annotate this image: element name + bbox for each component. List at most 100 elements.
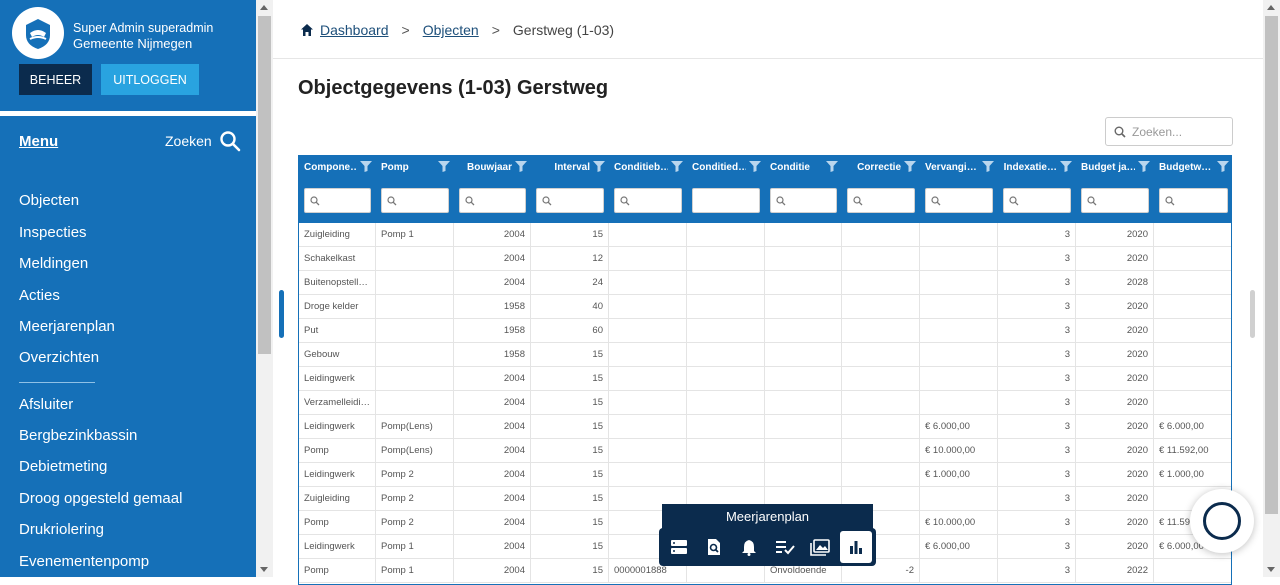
filter-icon[interactable] xyxy=(1060,160,1072,172)
column-filter-input[interactable] xyxy=(692,188,760,213)
chat-widget-button[interactable] xyxy=(1190,489,1254,553)
column-title[interactable]: Vervangi… xyxy=(925,162,977,173)
column-header[interactable]: Indexatie… xyxy=(998,156,1076,223)
column-filter-input[interactable] xyxy=(381,188,449,213)
column-header[interactable]: Budget ja… xyxy=(1076,156,1154,223)
table-row[interactable]: Zuigleiding Pomp 1 2004 15 3 2020 xyxy=(299,223,1231,247)
filter-icon[interactable] xyxy=(1217,160,1229,172)
server-icon[interactable] xyxy=(663,531,695,563)
column-header[interactable]: Conditie xyxy=(765,156,842,223)
beheer-button[interactable]: BEHEER xyxy=(19,64,92,95)
column-filter-input[interactable] xyxy=(536,188,604,213)
scroll-up-arrow-icon[interactable] xyxy=(260,5,268,10)
column-title[interactable]: Indexatie… xyxy=(1003,162,1057,173)
breadcrumb-dashboard[interactable]: Dashboard xyxy=(320,22,389,38)
table-cell: € 10.000,00 xyxy=(920,511,998,535)
sidebar-item-evenementenpomp[interactable]: Evenementenpomp xyxy=(19,553,150,570)
column-header[interactable]: Pomp xyxy=(376,156,454,223)
column-title[interactable]: Correctie xyxy=(857,162,901,173)
sidebar-item-objecten[interactable]: Objecten xyxy=(19,192,80,209)
column-filter-input[interactable] xyxy=(1003,188,1071,213)
panel-drag-handle[interactable] xyxy=(1250,290,1255,338)
filter-icon[interactable] xyxy=(904,160,916,172)
column-filter-input[interactable] xyxy=(847,188,915,213)
column-filter-input[interactable] xyxy=(459,188,526,213)
grid-search-input[interactable]: Zoeken... xyxy=(1105,117,1233,146)
zoeken-label[interactable]: Zoeken xyxy=(165,133,212,149)
table-row[interactable]: Gebouw 1958 15 3 2020 xyxy=(299,343,1231,367)
column-header[interactable]: Budgetw… xyxy=(1154,156,1231,223)
column-title[interactable]: Bouwjaar xyxy=(466,162,512,173)
scrollbar-thumb[interactable] xyxy=(258,16,271,354)
sidebar-item-acties[interactable]: Acties xyxy=(19,287,60,304)
scroll-down-arrow-icon[interactable] xyxy=(1267,567,1275,572)
column-header[interactable]: Conditied… xyxy=(687,156,765,223)
scroll-down-arrow-icon[interactable] xyxy=(260,567,268,572)
column-filter-input[interactable] xyxy=(1081,188,1149,213)
table-row[interactable]: Verzamelleidi… 2004 15 3 2020 xyxy=(299,391,1231,415)
column-header[interactable]: Vervangi… xyxy=(920,156,998,223)
table-cell: Pomp xyxy=(299,511,376,535)
images-icon[interactable] xyxy=(804,531,836,563)
filter-icon[interactable] xyxy=(749,160,761,172)
column-title[interactable]: Budgetw… xyxy=(1159,162,1212,173)
filter-icon[interactable] xyxy=(826,160,838,172)
sidebar-item-droog-opgesteld-gemaal[interactable]: Droog opgesteld gemaal xyxy=(19,490,183,507)
table-row[interactable]: Droge kelder 1958 40 3 2020 xyxy=(299,295,1231,319)
bar-chart-icon[interactable] xyxy=(840,531,872,563)
column-filter-input[interactable] xyxy=(925,188,993,213)
scrollbar-thumb[interactable] xyxy=(1265,16,1278,514)
column-title[interactable]: Budget ja… xyxy=(1081,162,1135,173)
breadcrumb-objecten[interactable]: Objecten xyxy=(422,22,479,38)
table-row[interactable]: Leidingwerk Pomp 2 2004 15 € 1.000,00 3 2020 € … xyxy=(299,463,1231,487)
panel-drag-handle[interactable] xyxy=(279,290,284,338)
table-cell: Pomp xyxy=(299,439,376,463)
column-header[interactable]: Bouwjaar xyxy=(454,156,531,223)
filter-icon[interactable] xyxy=(1138,160,1150,172)
table-row[interactable]: Buitenopstell… 2004 24 3 2028 xyxy=(299,271,1231,295)
table-row[interactable]: Leidingwerk Pomp(Lens) 2004 15 € 6.000,00 3 20… xyxy=(299,415,1231,439)
column-filter-input[interactable] xyxy=(304,188,371,213)
table-row[interactable]: Leidingwerk 2004 15 3 2020 xyxy=(299,367,1231,391)
sidebar-scrollbar[interactable] xyxy=(256,0,273,577)
column-header[interactable]: Correctie xyxy=(842,156,920,223)
sidebar-item-overzichten[interactable]: Overzichten xyxy=(19,349,100,366)
sidebar-item-bergbezinkbassin[interactable]: Bergbezinkbassin xyxy=(19,427,138,444)
column-header[interactable]: Compone… xyxy=(299,156,376,223)
menu-title[interactable]: Menu xyxy=(19,133,59,150)
sidebar-item-debietmeting[interactable]: Debietmeting xyxy=(19,458,108,475)
sidebar-item-drukriolering[interactable]: Drukriolering xyxy=(19,521,105,538)
search-icon[interactable] xyxy=(219,130,241,152)
sidebar-item-inspecties[interactable]: Inspecties xyxy=(19,224,87,241)
column-title[interactable]: Conditie xyxy=(770,162,810,173)
filter-icon[interactable] xyxy=(360,160,372,172)
column-title[interactable]: Conditied… xyxy=(692,162,746,173)
sidebar-item-meldingen[interactable]: Meldingen xyxy=(19,255,89,272)
bell-icon[interactable] xyxy=(733,531,765,563)
column-title[interactable]: Pomp xyxy=(381,162,409,173)
table-row[interactable]: Pomp Pomp(Lens) 2004 15 € 10.000,00 3 2020 € 11… xyxy=(299,439,1231,463)
sidebar-item-afsluiter[interactable]: Afsluiter xyxy=(19,396,74,413)
column-title[interactable]: Conditieb… xyxy=(614,162,668,173)
column-header[interactable]: Conditieb… xyxy=(609,156,687,223)
filter-icon[interactable] xyxy=(515,160,527,172)
checklist-icon[interactable] xyxy=(769,531,801,563)
filter-icon[interactable] xyxy=(593,160,605,172)
sidebar-item-meerjarenplan[interactable]: Meerjarenplan xyxy=(19,318,115,335)
column-title[interactable]: Compone… xyxy=(304,162,357,173)
column-filter-input[interactable] xyxy=(770,188,837,213)
filter-icon[interactable] xyxy=(438,160,450,172)
search-document-icon[interactable] xyxy=(698,531,730,563)
column-header[interactable]: Interval xyxy=(531,156,609,223)
scroll-up-arrow-icon[interactable] xyxy=(1267,5,1275,10)
table-row[interactable]: Put 1958 60 3 2020 xyxy=(299,319,1231,343)
page-scrollbar[interactable] xyxy=(1263,0,1280,577)
column-title[interactable]: Interval xyxy=(554,162,590,173)
uitloggen-button[interactable]: UITLOGGEN xyxy=(101,64,199,95)
filter-icon[interactable] xyxy=(982,160,994,172)
filter-icon[interactable] xyxy=(671,160,683,172)
column-filter-input[interactable] xyxy=(1159,188,1228,213)
column-filter-input[interactable] xyxy=(614,188,682,213)
table-row[interactable]: Schakelkast 2004 12 3 2020 xyxy=(299,247,1231,271)
table-cell: 3 xyxy=(998,535,1076,559)
